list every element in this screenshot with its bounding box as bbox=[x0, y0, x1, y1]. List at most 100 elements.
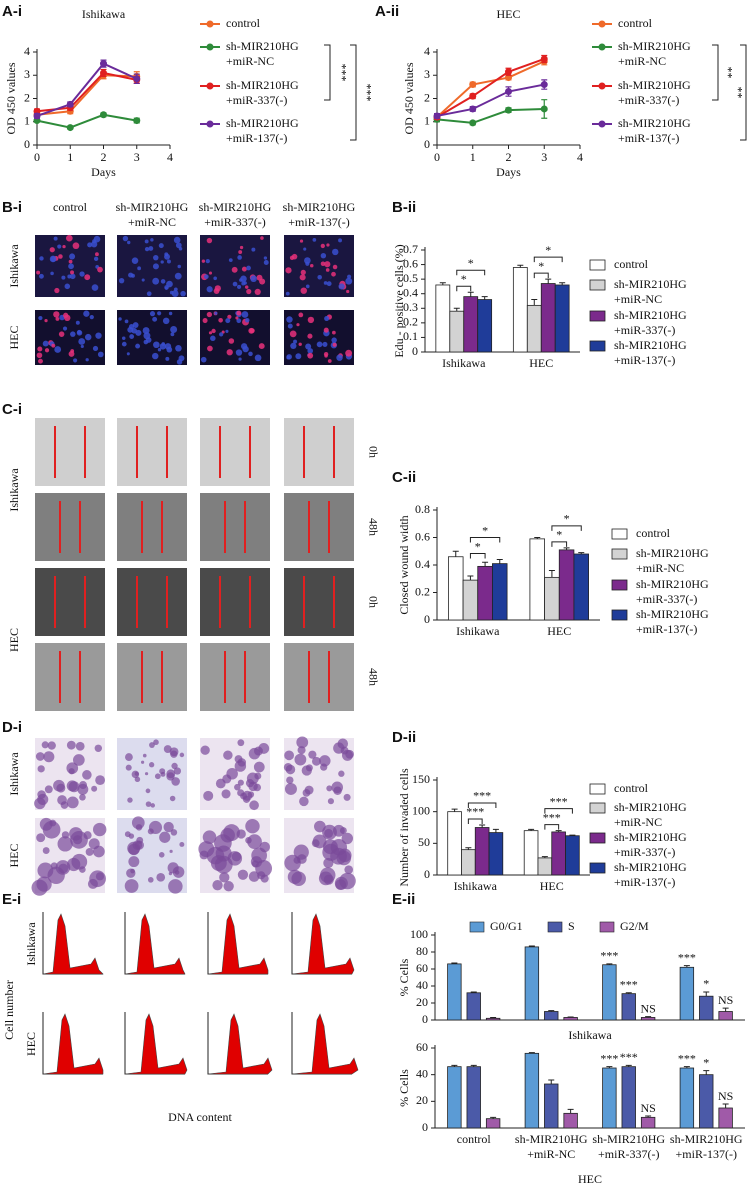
cell bbox=[338, 283, 345, 290]
cell bbox=[164, 286, 168, 290]
error-bar bbox=[496, 559, 503, 564]
cell bbox=[147, 828, 154, 835]
x-tick-label: 0 bbox=[434, 150, 440, 164]
cell bbox=[122, 336, 126, 341]
cell bbox=[130, 868, 135, 874]
bar bbox=[524, 1052, 540, 1129]
cell bbox=[66, 796, 79, 809]
cell bbox=[67, 274, 72, 279]
cell bbox=[307, 348, 314, 354]
legend-label: sh-MIR210HG +miR-337(-) bbox=[614, 830, 687, 859]
x-tick-label-box: Ishikawa bbox=[456, 624, 499, 638]
bracket bbox=[467, 818, 483, 824]
axis-label: Closed wound width bbox=[397, 515, 411, 614]
cell bbox=[157, 311, 162, 316]
legend-swatch bbox=[589, 259, 606, 271]
cell bbox=[95, 872, 105, 881]
cell bbox=[299, 274, 306, 281]
bar bbox=[447, 1066, 462, 1129]
cell bbox=[344, 865, 354, 875]
x-tick-label: sh-MIR210HG +miR-337(-) bbox=[592, 1132, 666, 1161]
cell bbox=[145, 788, 151, 794]
cell bbox=[312, 238, 317, 242]
cell bbox=[200, 356, 207, 363]
image bbox=[117, 643, 187, 711]
cell bbox=[345, 349, 353, 357]
y-tick-label: 0 bbox=[424, 612, 430, 626]
cell bbox=[142, 327, 150, 335]
cell bbox=[44, 785, 53, 794]
cell bbox=[207, 345, 213, 352]
annotation: *** bbox=[360, 84, 374, 102]
cell bbox=[254, 772, 262, 780]
axis-label: Edu - positive cells (%) bbox=[392, 244, 406, 357]
cell bbox=[320, 243, 325, 249]
cell bbox=[36, 352, 43, 359]
annotation: *** bbox=[678, 1051, 696, 1065]
point bbox=[540, 105, 548, 113]
bar bbox=[640, 1017, 656, 1021]
cell bbox=[152, 277, 160, 285]
cell bbox=[167, 862, 179, 874]
y-tick-label: 0.4 bbox=[415, 557, 430, 571]
cell bbox=[126, 240, 131, 245]
cell bbox=[293, 844, 309, 860]
point bbox=[33, 112, 41, 120]
cell bbox=[152, 352, 159, 360]
cell bbox=[130, 273, 135, 278]
cell bbox=[332, 330, 336, 335]
cell bbox=[54, 346, 62, 353]
cell bbox=[284, 782, 297, 795]
x-tick-label: HEC bbox=[529, 356, 554, 370]
legend-swatch bbox=[589, 279, 606, 291]
cell bbox=[287, 323, 293, 329]
y-tick-label: 100 bbox=[410, 927, 428, 941]
histogram bbox=[291, 913, 355, 975]
image bbox=[284, 418, 354, 486]
bar bbox=[492, 563, 508, 621]
image bbox=[117, 310, 187, 365]
bar bbox=[551, 831, 566, 876]
cell bbox=[68, 259, 73, 264]
bar bbox=[621, 1066, 636, 1129]
image bbox=[117, 418, 187, 486]
bar bbox=[447, 811, 462, 876]
legend-swatch bbox=[469, 921, 485, 933]
cell bbox=[206, 311, 213, 318]
y-tick-label: 80 bbox=[416, 944, 428, 958]
panel-label: C-i bbox=[2, 401, 22, 418]
cell bbox=[158, 852, 165, 858]
y-tick-label: 50 bbox=[418, 835, 430, 849]
bar bbox=[602, 1067, 617, 1129]
legend-label: sh-MIR210HG +miR-137(-) bbox=[226, 116, 299, 145]
row-label: Ishikawa bbox=[24, 922, 38, 966]
annotation: * bbox=[703, 1055, 709, 1069]
cell bbox=[258, 343, 265, 350]
legend-swatch bbox=[611, 528, 628, 540]
cell bbox=[164, 252, 169, 257]
point bbox=[100, 111, 107, 119]
panel-label: C-ii bbox=[392, 469, 416, 486]
cell bbox=[210, 335, 216, 342]
cell bbox=[97, 266, 103, 273]
cell bbox=[254, 288, 261, 295]
cell bbox=[142, 753, 147, 758]
bar bbox=[462, 579, 479, 621]
histogram bbox=[207, 913, 269, 975]
cell bbox=[50, 862, 58, 870]
axis-label: OD 450 values bbox=[402, 62, 416, 134]
legend-label: sh-MIR210HG +miR-137(-) bbox=[614, 338, 687, 367]
image bbox=[35, 418, 105, 486]
bracket bbox=[469, 553, 486, 559]
cell bbox=[37, 765, 45, 773]
bar bbox=[679, 966, 695, 1021]
cell bbox=[166, 259, 171, 264]
cell bbox=[131, 327, 137, 334]
annotation: * bbox=[538, 259, 544, 273]
cell bbox=[235, 316, 239, 320]
bar bbox=[540, 283, 556, 353]
bar bbox=[466, 1066, 481, 1129]
bar bbox=[512, 267, 528, 353]
chart-title: HEC bbox=[497, 7, 521, 21]
